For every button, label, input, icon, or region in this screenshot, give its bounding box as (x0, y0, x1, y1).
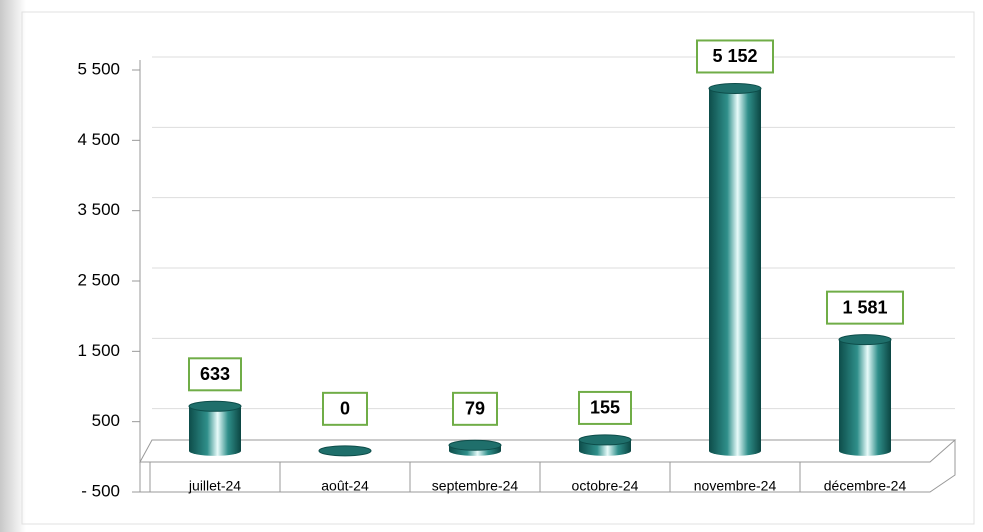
y-tick-label: 500 (92, 411, 120, 430)
y-tick-label: - 500 (81, 481, 120, 500)
value-label-box (826, 290, 904, 325)
y-tick-label: 4 500 (77, 130, 120, 149)
floor (139, 439, 957, 463)
value-label-box (578, 390, 632, 425)
x-tick-label: août-24 (321, 478, 369, 494)
y-tick-label: 1 500 (77, 341, 120, 360)
bar (839, 339, 891, 456)
x-tick-label: septembre-24 (432, 478, 519, 494)
value-label: 0 (340, 399, 350, 419)
value-label: 155 (590, 398, 620, 418)
value-label-box (322, 391, 368, 426)
x-tick-label: octobre-24 (572, 478, 639, 494)
value-label-box (696, 39, 774, 74)
y-tick-label: 2 500 (77, 270, 120, 289)
bar-cap (838, 334, 892, 346)
bar-cap (708, 82, 762, 94)
value-label-box (452, 391, 498, 426)
value-label: 1 581 (842, 297, 887, 317)
value-label-box (188, 357, 242, 392)
bar-cap (318, 445, 372, 457)
x-tick-label: novembre-24 (694, 478, 777, 494)
chart-border (21, 11, 975, 525)
bar (189, 406, 241, 456)
bar (709, 88, 761, 456)
y-tick-label: 3 500 (77, 200, 120, 219)
value-label: 633 (200, 364, 230, 384)
y-tick-label: 5 500 (77, 59, 120, 78)
value-label: 79 (465, 399, 485, 419)
x-tick-label: juillet-24 (188, 478, 241, 494)
bar-cap (448, 439, 502, 451)
bar-cap (578, 434, 632, 446)
x-tick-label: décembre-24 (824, 478, 907, 494)
bar-cap (188, 400, 242, 412)
value-label: 5 152 (712, 46, 757, 66)
